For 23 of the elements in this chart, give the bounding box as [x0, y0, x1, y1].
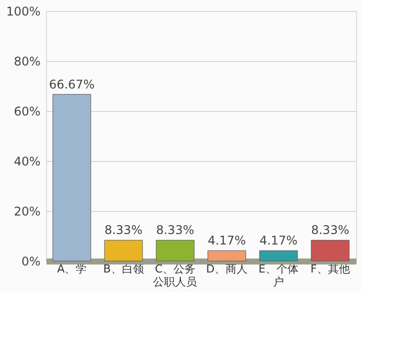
- data-label: 8.33%: [311, 223, 350, 238]
- data-label: 4.17%: [208, 234, 246, 248]
- data-label: 66.67%: [48, 77, 95, 92]
- bar: [310, 240, 350, 262]
- bar: [52, 94, 92, 262]
- y-tick-label: 100%: [6, 4, 40, 18]
- bar: [208, 250, 246, 262]
- y-tick-label: 60%: [14, 104, 40, 118]
- data-label: 8.33%: [104, 223, 143, 238]
- data-label: 4.17%: [259, 234, 298, 248]
- x-tick-label: C、公务公职人员: [153, 262, 198, 288]
- x-tick-label: B、白领: [103, 262, 144, 276]
- x-tick-label: D、商人: [206, 262, 248, 276]
- y-tick-label: 40%: [14, 154, 40, 168]
- bar: [156, 240, 194, 262]
- x-tick-label: E、个体户: [258, 262, 298, 288]
- bar: [259, 250, 298, 262]
- y-tick-label: 80%: [14, 54, 40, 68]
- x-tick-label: F、其他: [310, 262, 350, 276]
- y-tick-label: 20%: [14, 204, 40, 218]
- y-tick-label: 0%: [21, 254, 40, 268]
- data-label: 8.33%: [156, 223, 194, 238]
- bar: [104, 240, 143, 262]
